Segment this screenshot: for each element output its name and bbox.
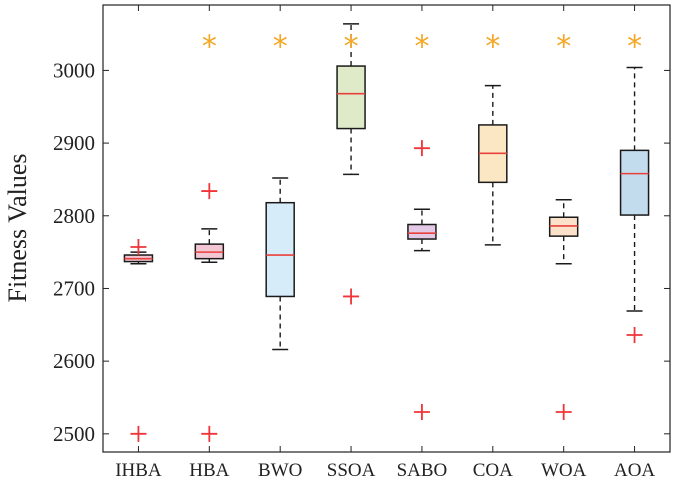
- outlier-marker: [626, 326, 643, 343]
- y-tick-label: 2800: [53, 204, 95, 228]
- box-iqr: [336, 65, 366, 130]
- box-group-ihba: [123, 239, 154, 442]
- x-category-label: AOA: [614, 460, 655, 481]
- y-tick-label: 3000: [53, 58, 95, 82]
- outlier-marker: [413, 404, 430, 421]
- outlier-marker: [413, 140, 430, 157]
- box-group-aoa: *: [619, 30, 650, 343]
- x-category-label: WOA: [541, 460, 587, 481]
- significance-star-marker: *: [627, 30, 642, 65]
- y-tick-label: 2500: [53, 422, 95, 446]
- x-category-label: HBA: [189, 460, 229, 481]
- box-group-coa: *: [478, 30, 508, 246]
- significance-star-marker: *: [485, 30, 500, 65]
- y-tick-label: 2700: [53, 276, 95, 300]
- x-category-label: IHBA: [115, 460, 162, 481]
- y-axis-label: Fitness Values: [3, 153, 32, 302]
- outlier-marker: [130, 425, 147, 442]
- box-group-hba: *: [194, 30, 225, 442]
- outlier-marker: [130, 239, 147, 256]
- box-iqr: [407, 223, 437, 240]
- x-category-label: SSOA: [327, 460, 376, 481]
- plot-area: [102, 4, 671, 453]
- x-category-label: COA: [473, 460, 513, 481]
- box-iqr: [619, 149, 650, 216]
- significance-star-marker: *: [273, 30, 288, 65]
- box-iqr: [265, 201, 295, 298]
- box-group-woa: *: [548, 30, 579, 421]
- outlier-marker: [343, 288, 360, 305]
- box-group-bwo: *: [265, 30, 295, 351]
- y-tick-label: 2900: [53, 131, 95, 155]
- x-category-label: BWO: [258, 460, 302, 481]
- y-tick-label: 2600: [53, 349, 95, 373]
- outlier-marker: [555, 404, 572, 421]
- significance-star-marker: *: [202, 30, 217, 65]
- significance-star-marker: *: [344, 30, 359, 65]
- outlier-marker: [201, 425, 218, 442]
- box-group-sabo: *: [407, 30, 437, 421]
- x-category-label: SABO: [397, 460, 448, 481]
- box-group-ssoa: *: [336, 23, 366, 305]
- significance-star-marker: *: [556, 30, 571, 65]
- outlier-marker: [201, 183, 218, 200]
- significance-star-marker: *: [414, 30, 429, 65]
